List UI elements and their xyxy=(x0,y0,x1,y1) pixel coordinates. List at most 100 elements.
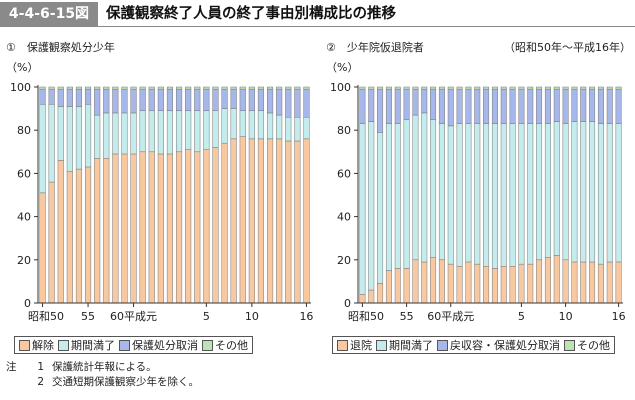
figure-title-bar: 4-4-6-15図 保護観察終了人員の終了事由別構成比の推移 xyxy=(0,2,635,26)
right-bar-segment xyxy=(571,88,578,122)
right-bar-segment xyxy=(430,257,437,304)
right-bar-segment xyxy=(421,88,428,114)
legend-label: 期間満了 xyxy=(71,339,115,352)
left-bar-segment xyxy=(294,116,301,142)
left-bar-segment xyxy=(157,86,164,90)
right-x-tick-label: 60平成元 xyxy=(427,310,474,323)
left-bar-segment xyxy=(221,142,228,304)
right-bar-segment xyxy=(500,86,507,90)
left-bar-segment xyxy=(175,151,183,304)
right-bar-segment xyxy=(491,86,498,90)
right-bar-segment xyxy=(615,88,622,124)
left-bar-segment xyxy=(130,88,137,114)
right-bar-segment xyxy=(412,114,419,261)
left-y-tick-label: 0 xyxy=(24,297,31,310)
right-bar-segment xyxy=(615,86,622,90)
legend-item-other: その他 xyxy=(564,337,610,353)
left-bar-segment xyxy=(94,114,101,159)
right-bar-segment xyxy=(553,88,560,122)
right-bar-segment xyxy=(562,123,569,261)
left-bar-segment xyxy=(39,88,46,105)
right-bar-segment xyxy=(615,261,622,304)
left-bar-segment xyxy=(139,88,146,112)
left-bar-segment xyxy=(185,88,192,112)
right-bar-segment xyxy=(394,86,401,90)
left-bar-segment xyxy=(194,110,201,153)
left-bar-segment xyxy=(203,86,210,90)
legend-item-release: 解除 xyxy=(19,337,54,353)
left-bar-segment xyxy=(248,86,255,90)
right-bar-segment xyxy=(606,88,613,124)
right-bar-segment xyxy=(597,88,604,124)
right-bar-segment xyxy=(359,86,366,90)
left-bar-segment xyxy=(57,86,64,90)
left-bar-segment xyxy=(121,88,128,114)
left-bar-segment xyxy=(257,88,265,112)
left-bar-segment xyxy=(285,88,292,118)
right-bar-segment xyxy=(412,86,419,90)
right-bar-segment xyxy=(509,123,516,267)
right-bar-segment xyxy=(385,86,392,90)
right-bar-segment xyxy=(447,263,454,304)
right-bar-segment xyxy=(368,86,375,90)
left-y-unit-label: （%） xyxy=(6,61,39,74)
footnote-label: 注 xyxy=(6,361,17,373)
left-bar-segment xyxy=(239,110,246,137)
right-bar-segment xyxy=(377,283,384,304)
left-bar-segment xyxy=(276,138,283,304)
left-bar-segment xyxy=(285,116,292,142)
right-bar-segment xyxy=(536,259,543,304)
right-bar-segment xyxy=(553,86,560,90)
right-bar-segment xyxy=(483,86,490,90)
right-bar-segment xyxy=(536,86,543,90)
right-bar-segment xyxy=(465,123,472,263)
left-x-tick-label: 5 xyxy=(203,310,210,323)
right-chart-title: ② 少年院仮退院者 xyxy=(326,41,424,54)
left-bar-segment xyxy=(139,86,146,90)
legend-label: 期間満了 xyxy=(389,339,433,352)
legend-swatch-teal xyxy=(58,339,69,351)
left-x-tick-label: 10 xyxy=(245,310,259,323)
left-bar-segment xyxy=(94,88,101,116)
right-bar-segment xyxy=(483,123,490,267)
right-y-tick-label: 0 xyxy=(344,297,351,310)
right-bar-segment xyxy=(544,86,551,90)
left-bar-segment xyxy=(194,88,201,112)
left-x-tick-label: 16 xyxy=(299,310,313,323)
left-bar-segment xyxy=(257,110,265,140)
left-bar-segment xyxy=(139,110,146,153)
left-bar-segment xyxy=(203,149,210,304)
legend-item-recommitment: 戻収容・保護処分取消 xyxy=(437,337,560,353)
left-bar-segment xyxy=(84,88,92,105)
left-bar-segment xyxy=(75,106,83,170)
right-bar-segment xyxy=(403,119,410,269)
left-bar-segment xyxy=(212,147,219,304)
legend-item-revocation: 保護処分取消 xyxy=(119,337,198,353)
left-x-tick-label: 昭和50 xyxy=(28,310,64,323)
legend-item-discharge: 退院 xyxy=(337,337,372,353)
left-bar-segment xyxy=(257,86,265,90)
legend-swatch-orange xyxy=(19,339,30,351)
left-bar-segment xyxy=(57,160,64,304)
left-bar-segment xyxy=(266,138,274,304)
left-bar-segment xyxy=(130,86,137,90)
right-bar-segment xyxy=(562,86,569,90)
right-bar-segment xyxy=(385,270,392,304)
right-bar-segment xyxy=(606,261,613,304)
left-bar-segment xyxy=(239,136,246,304)
figure-id: 4-4-6-15図 xyxy=(0,2,98,26)
right-bar-segment xyxy=(527,86,534,90)
right-bar-segment xyxy=(368,289,375,304)
left-bar-segment xyxy=(84,104,92,168)
legend-label: 解除 xyxy=(32,339,54,352)
left-bar-segment xyxy=(121,86,128,90)
left-bar-segment xyxy=(66,86,73,90)
left-bar-segment xyxy=(194,151,201,304)
left-bar-segment xyxy=(94,86,101,90)
right-bar-segment xyxy=(562,88,569,124)
left-bar-segment xyxy=(103,112,110,159)
left-bar-segment xyxy=(157,110,164,155)
right-bar-segment xyxy=(403,88,410,120)
left-bar-segment xyxy=(75,88,83,107)
